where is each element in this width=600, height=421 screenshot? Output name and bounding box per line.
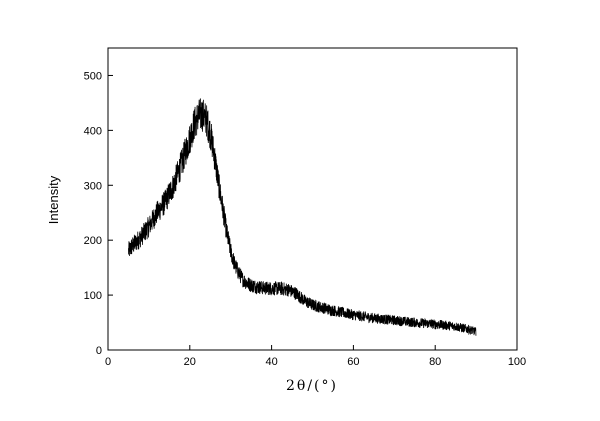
x-tick-label: 60 xyxy=(347,356,359,368)
plot-area xyxy=(107,47,518,351)
plot-frame xyxy=(107,47,518,351)
y-tick-label: 200 xyxy=(84,235,102,247)
y-tick-label: 0 xyxy=(96,345,102,357)
x-tick-label: 80 xyxy=(429,356,441,368)
x-tick-label: 40 xyxy=(265,356,277,368)
y-tick-label: 100 xyxy=(84,290,102,302)
y-axis: 0 100 200 300 400 500 xyxy=(84,70,113,357)
y-tick-label: 300 xyxy=(84,180,102,192)
series-line xyxy=(128,98,477,336)
y-tick-label: 500 xyxy=(84,70,102,82)
y-axis-title: Intensity xyxy=(46,175,61,224)
x-tick-label: 100 xyxy=(508,356,526,368)
x-axis: 0 20 40 60 80 100 xyxy=(105,345,526,368)
x-axis-title: 2θ/(°) xyxy=(286,378,338,394)
y-tick-label: 400 xyxy=(84,125,102,137)
x-tick-label: 0 xyxy=(105,356,111,368)
x-tick-label: 20 xyxy=(184,356,196,368)
